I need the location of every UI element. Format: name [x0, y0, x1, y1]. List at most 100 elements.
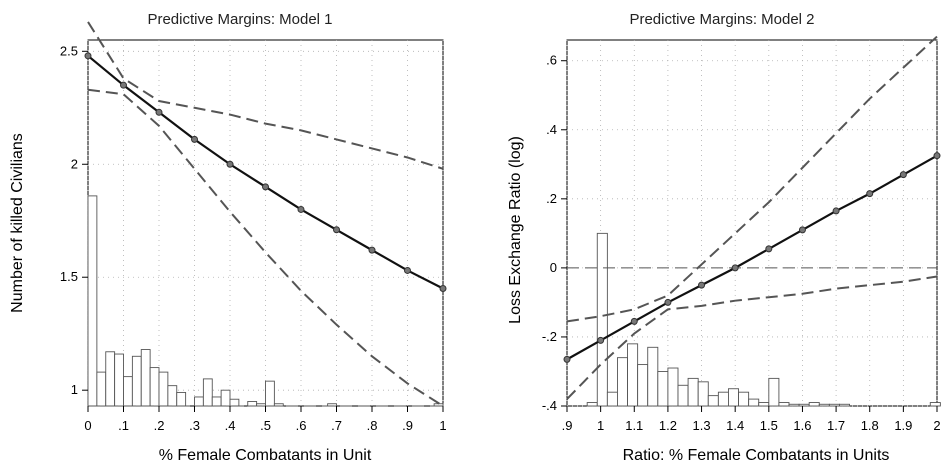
x-tick-label: 1 [597, 418, 604, 433]
estimate-point [191, 135, 198, 143]
series-lines [87, 21, 444, 407]
histogram-bar [265, 380, 275, 407]
estimate-point [664, 298, 672, 306]
chart-title: Predictive Margins: Model 1 [147, 11, 332, 28]
histogram-bar [617, 357, 628, 407]
x-tick-label: .4 [225, 418, 236, 433]
x-tick-label: .2 [154, 418, 165, 433]
histogram-bar [586, 402, 598, 407]
estimate-points [563, 152, 941, 363]
x-tick-label: 1.5 [760, 418, 778, 433]
histogram-bar [657, 371, 669, 407]
histogram-bar [798, 403, 810, 407]
x-tick-label: 1.8 [861, 418, 879, 433]
y-tick-label: .4 [546, 122, 557, 137]
histogram-bar [828, 403, 840, 407]
histogram-bar [202, 378, 213, 407]
histogram-bar [667, 367, 679, 407]
estimate-point [439, 285, 447, 293]
x-tick-label: .3 [189, 418, 200, 433]
panel-model-1: Predictive Margins: Model 1 0 .1 .2 .3 .4 .5.… [9, 11, 447, 464]
y-axis-ticks: 1 1.5 2 2.5 [60, 43, 88, 397]
x-tick-label: 1.6 [793, 418, 811, 433]
x-tick-label: 1.1 [625, 418, 643, 433]
histogram-bar [220, 389, 231, 407]
x-tick-label: .5 [260, 418, 271, 433]
y-axis-label: Number of killed Civilians [9, 133, 26, 313]
histogram-bar [717, 391, 729, 407]
estimate-point [155, 108, 163, 116]
estimate-point [597, 336, 605, 344]
x-tick-label: .9 [562, 418, 573, 433]
estimate-point [933, 152, 941, 160]
histogram-bar [808, 402, 820, 407]
y-tick-label: 1 [71, 382, 78, 397]
y-tick-label: .2 [546, 191, 557, 206]
histogram-bar [105, 351, 116, 407]
histogram-bar [788, 403, 800, 407]
y-tick-label: 1.5 [60, 269, 78, 284]
x-tick-label: 1 [439, 418, 446, 433]
x-tick-label: 1.9 [894, 418, 912, 433]
histogram-bar [748, 398, 760, 407]
estimate-point [866, 190, 874, 198]
histogram-bar [211, 396, 222, 407]
estimate-point [333, 226, 340, 234]
x-tick-label: .7 [331, 418, 342, 433]
estimate-point [899, 171, 907, 179]
x-axis-label: Ratio: % Female Combatants in Units [623, 447, 890, 464]
y-axis-ticks: -.4 -.2 0 .2 .4 .6 [542, 53, 567, 413]
y-tick-label: 2.5 [60, 43, 78, 58]
x-axis-ticks: 0 .1 .2 .3 .4 .5 .6 .7 .8 .9 1 [84, 406, 447, 433]
histogram-bar [247, 401, 258, 407]
estimate-point [798, 226, 806, 234]
x-tick-label: 1.7 [827, 418, 845, 433]
histogram-bar [647, 346, 659, 407]
histogram-bar [167, 385, 178, 407]
y-tick-label: .6 [546, 53, 557, 68]
upper-ci-line [87, 21, 444, 170]
histogram-bar [606, 391, 618, 407]
histogram-bar [194, 396, 204, 407]
x-tick-label: .6 [296, 418, 307, 433]
y-tick-label: 0 [550, 260, 557, 275]
y-tick-label: -.4 [542, 398, 557, 413]
panel-model-2: Predictive Margins: Model 2 .9 1 1.1 1.2 1.3… [507, 11, 941, 464]
x-tick-label: 1.4 [726, 418, 744, 433]
x-tick-label: 1.3 [693, 418, 711, 433]
histogram-bar [728, 388, 739, 407]
estimate-point [84, 52, 92, 60]
x-tick-label: 0 [84, 418, 91, 433]
chart-title: Predictive Margins: Model 2 [629, 11, 814, 28]
histogram-bar [637, 364, 649, 407]
estimate-points [84, 52, 447, 293]
histogram-bar [131, 355, 142, 407]
estimate-point [698, 281, 706, 289]
histogram-bar [707, 395, 719, 407]
histogram-bar [96, 371, 107, 407]
histogram-bar [149, 367, 160, 407]
histogram-bar [768, 377, 780, 407]
histogram-bar [687, 377, 699, 407]
histogram-bar [758, 402, 770, 407]
x-tick-label: .9 [402, 418, 413, 433]
y-tick-label: -.2 [542, 329, 557, 344]
estimate-line [566, 154, 938, 361]
estimate-point [262, 183, 269, 191]
histogram-bar [627, 343, 639, 407]
estimate-point [832, 207, 840, 215]
estimate-point [731, 264, 739, 272]
upper-ci-line [566, 35, 938, 323]
histogram-bar [158, 371, 169, 407]
x-tick-label: .8 [367, 418, 378, 433]
histogram-bar [596, 232, 608, 407]
histogram [87, 195, 444, 407]
histogram-bar [778, 402, 790, 407]
x-axis-ticks: .9 1 1.1 1.2 1.3 1.4 1.5 1.6 1.7 1.8 1.9 2 [562, 406, 941, 433]
estimate-point [226, 160, 234, 168]
histogram-bar [140, 349, 151, 407]
estimate-point [297, 205, 305, 213]
histogram [586, 232, 941, 407]
histogram-bar [738, 391, 750, 407]
histogram-bar [87, 195, 98, 407]
